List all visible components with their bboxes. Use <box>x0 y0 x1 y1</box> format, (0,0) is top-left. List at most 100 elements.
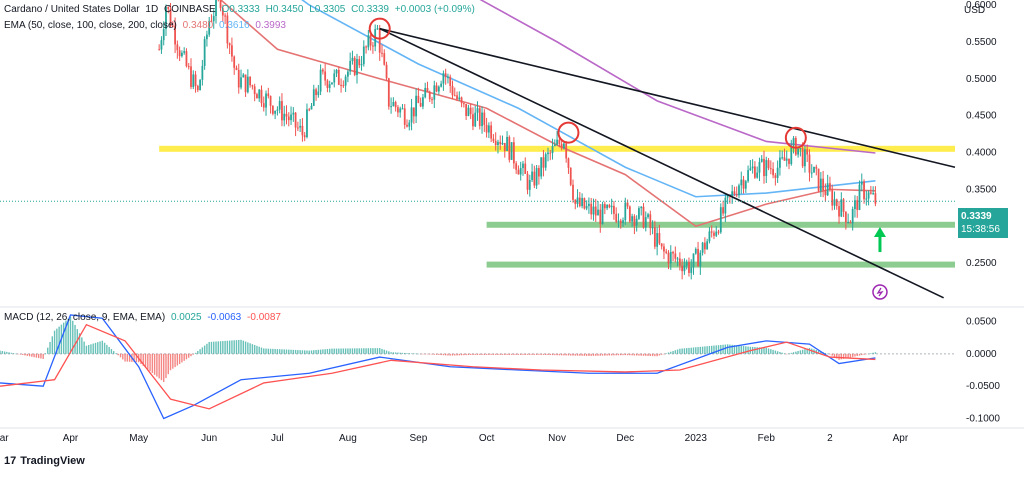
macd-histogram-bar <box>545 353 547 355</box>
candle-body <box>767 160 770 169</box>
candle-body <box>524 163 527 174</box>
candle-body <box>476 108 479 113</box>
macd-histogram-bar <box>660 353 663 355</box>
macd-histogram-bar <box>647 353 649 356</box>
candle-body <box>535 168 538 186</box>
macd-histogram-bar <box>35 353 38 358</box>
macd-histogram-bar <box>26 353 28 356</box>
candle-body <box>171 25 174 27</box>
macd-histogram-bar <box>201 347 204 354</box>
macd-histogram-bar <box>590 353 592 356</box>
candle-body <box>424 87 427 98</box>
macd-histogram-bar <box>515 353 517 355</box>
candle-body <box>669 251 672 264</box>
macd-histogram-bar <box>299 350 301 354</box>
macd-histogram-bar <box>192 353 194 355</box>
candle-body <box>385 64 388 79</box>
macd-histogram-bar <box>733 345 736 354</box>
candle-body <box>553 144 556 147</box>
change-value: +0.0003 (+0.09%) <box>394 4 475 15</box>
candle-body <box>287 116 290 121</box>
macd-histogram-bar <box>497 353 499 355</box>
macd-histogram-bar <box>90 344 92 354</box>
candle-body <box>399 108 402 113</box>
macd-histogram-bar <box>438 353 440 355</box>
time-tick-label: Apr <box>63 433 79 444</box>
macd-histogram-bar <box>12 353 15 354</box>
macd-histogram-bar <box>256 345 258 354</box>
macd-histogram-bar <box>831 353 833 356</box>
candle-body <box>863 181 865 200</box>
macd-histogram-bar <box>449 353 451 356</box>
macd-histogram-bar <box>433 353 435 355</box>
macd-histogram-bar <box>358 348 360 354</box>
macd-histogram-bar <box>504 353 506 355</box>
candle-body <box>237 69 240 88</box>
macd-histogram-bar <box>845 353 847 359</box>
macd-histogram-bar <box>140 353 142 365</box>
macd-histogram-bar <box>542 353 545 355</box>
macd-histogram-bar <box>258 346 260 354</box>
tradingview-brand[interactable]: 17 TradingView <box>4 455 85 467</box>
macd-histogram-bar <box>570 353 572 356</box>
macd-histogram-bar <box>160 353 163 381</box>
candle-body <box>797 148 800 155</box>
macd-histogram-bar <box>99 341 101 354</box>
candle-body <box>317 91 320 96</box>
macd-histogram-bar <box>263 348 265 354</box>
candle-body <box>747 170 749 182</box>
macd-histogram-bar <box>85 345 88 354</box>
candle-body <box>158 49 161 51</box>
macd-histogram-bar <box>83 341 85 354</box>
macd-histogram-bar <box>410 353 413 354</box>
candle-body <box>638 208 640 219</box>
candle-body <box>269 96 272 106</box>
macd-histogram-bar <box>28 353 31 357</box>
candle-body <box>271 105 274 114</box>
candle-body <box>392 102 395 107</box>
macd-histogram-bar <box>758 347 761 354</box>
macd-histogram-bar <box>333 348 335 354</box>
candle-body <box>817 168 820 191</box>
symbol-name: Cardano / United States Dollar <box>4 4 140 15</box>
macd-histogram-bar <box>49 341 51 354</box>
candle-body <box>512 142 515 164</box>
macd-histogram-bar <box>276 349 279 354</box>
candle-body <box>387 78 390 107</box>
macd-histogram-bar <box>447 353 449 356</box>
candle-body <box>583 198 586 209</box>
macd-histogram-bar <box>381 348 383 354</box>
macd-histogram-bar <box>342 348 345 354</box>
candle-body <box>451 85 454 96</box>
candle-body <box>465 104 468 116</box>
candle-body <box>615 213 618 222</box>
macd-histogram-bar <box>62 322 65 354</box>
macd-histogram-bar <box>629 353 631 356</box>
candle-body <box>440 83 443 87</box>
macd-histogram-bar <box>213 341 215 354</box>
macd-histogram-bar <box>53 330 56 354</box>
macd-histogram-bar <box>390 352 392 354</box>
macd-histogram-bar <box>8 352 10 354</box>
candle-body <box>742 179 745 189</box>
macd-histogram-bar <box>558 353 561 356</box>
macd-histogram-bar <box>672 350 674 354</box>
macd-histogram-bar <box>836 353 838 359</box>
candle-body <box>751 166 754 169</box>
macd-histogram-bar <box>392 352 395 354</box>
time-tick-label: May <box>129 433 148 444</box>
level-support-resistance <box>159 145 955 152</box>
candle-body <box>754 166 756 178</box>
macd-histogram-bar <box>278 349 281 354</box>
candle-body <box>346 71 349 77</box>
macd-histogram-bar <box>599 353 601 356</box>
candle-body <box>676 258 679 260</box>
macd-histogram-bar <box>529 353 531 355</box>
candle-body <box>376 28 379 30</box>
macd-histogram-bar <box>335 348 338 354</box>
candle-body <box>774 175 777 178</box>
macd-histogram-bar <box>424 353 426 355</box>
macd-histogram-bar <box>222 341 224 354</box>
macd-histogram-bar <box>42 353 44 359</box>
